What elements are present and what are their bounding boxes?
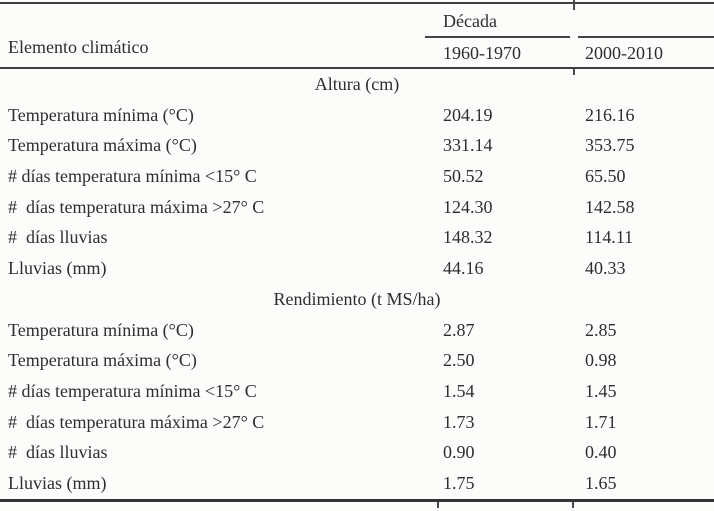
value-cell-1960-1970: 124.30 [443, 196, 493, 217]
value-cell-2000-2010: 0.98 [585, 350, 617, 371]
table-row: Temperatura mínima (°C) 204.19 216.16 [0, 100, 714, 131]
table-row: Lluvias (mm) 1.75 1.65 [0, 468, 714, 499]
row-header-label: Elemento climático [8, 37, 149, 57]
row-label: # días lluvias [8, 227, 108, 248]
value-cell-1960-1970: 2.87 [443, 319, 475, 340]
value-cell-2000-2010: 0.40 [585, 442, 617, 463]
row-label: Temperatura mínima (°C) [8, 319, 194, 340]
table-row: # días lluvias 148.32 114.11 [0, 223, 714, 254]
value-cell-1960-1970: 2.50 [443, 350, 475, 371]
row-label: Lluvias (mm) [8, 258, 107, 279]
value-cell-2000-2010: 216.16 [585, 104, 635, 125]
value-cell-2000-2010: 114.11 [585, 227, 634, 248]
group-underline-left [425, 36, 570, 38]
value-cell-2000-2010: 40.33 [585, 258, 626, 279]
table-row: # días temperatura mínima <15° C 1.54 1.45 [0, 376, 714, 407]
table-row: # días lluvias 0.90 0.40 [0, 438, 714, 469]
table-row: # días temperatura mínima <15° C 50.52 65.… [0, 161, 714, 192]
table-row: Temperatura máxima (°C) 331.14 353.75 [0, 130, 714, 161]
value-cell-2000-2010: 142.58 [585, 196, 635, 217]
value-cell-2000-2010: 1.71 [585, 411, 617, 432]
column-header-2000-2010: 2000-2010 [585, 43, 663, 63]
value-cell-2000-2010: 1.65 [585, 473, 617, 494]
row-label: Temperatura máxima (°C) [8, 350, 197, 371]
section-title-row: Rendimiento (t MS/ha) [0, 284, 714, 315]
value-cell-1960-1970: 1.73 [443, 411, 475, 432]
table-row: Temperatura mínima (°C) 2.87 2.85 [0, 315, 714, 346]
table-body: Altura (cm) Temperatura mínima (°C) 204.19… [0, 69, 714, 499]
row-label: # días lluvias [8, 442, 108, 463]
column-separator-tick [573, 0, 575, 10]
column-header-1960-1970: 1960-1970 [443, 43, 521, 63]
table-row: Temperatura máxima (°C) 2.50 0.98 [0, 345, 714, 376]
value-cell-2000-2010: 353.75 [585, 135, 635, 156]
row-label: # días temperatura mínima <15° C [8, 166, 257, 187]
table-rule-header [0, 67, 714, 69]
section-title: Rendimiento (t MS/ha) [273, 288, 441, 309]
value-cell-1960-1970: 204.19 [443, 104, 493, 125]
value-cell-1960-1970: 331.14 [443, 135, 493, 156]
value-cell-1960-1970: 44.16 [443, 258, 484, 279]
value-cell-1960-1970: 1.75 [443, 473, 475, 494]
row-label: # días temperatura máxima >27° C [8, 196, 265, 217]
section-title: Altura (cm) [314, 73, 400, 94]
table-rule-top [0, 2, 714, 4]
row-label: Temperatura mínima (°C) [8, 104, 194, 125]
value-cell-1960-1970: 148.32 [443, 227, 493, 248]
table-row: # días temperatura máxima >27° C 124.30 14… [0, 192, 714, 223]
row-label: # días temperatura mínima <15° C [8, 381, 257, 402]
group-underline-right [578, 36, 714, 38]
column-separator-tick [573, 69, 575, 75]
column-separator-tick [437, 502, 439, 508]
table-row: # días temperatura máxima >27° C 1.73 1.71 [0, 407, 714, 438]
row-label: Lluvias (mm) [8, 473, 107, 494]
value-cell-1960-1970: 0.90 [443, 442, 475, 463]
row-label: Temperatura máxima (°C) [8, 135, 197, 156]
value-cell-2000-2010: 2.85 [585, 319, 617, 340]
table-rule-bottom [0, 499, 714, 502]
section-title-row: Altura (cm) [0, 69, 714, 100]
value-cell-2000-2010: 1.45 [585, 381, 617, 402]
value-cell-1960-1970: 50.52 [443, 166, 484, 187]
value-cell-1960-1970: 1.54 [443, 381, 475, 402]
column-separator-tick [572, 502, 574, 508]
column-group-label: Década [443, 11, 497, 31]
value-cell-2000-2010: 65.50 [585, 166, 626, 187]
row-label: # días temperatura máxima >27° C [8, 411, 265, 432]
table-row: Lluvias (mm) 44.16 40.33 [0, 253, 714, 284]
